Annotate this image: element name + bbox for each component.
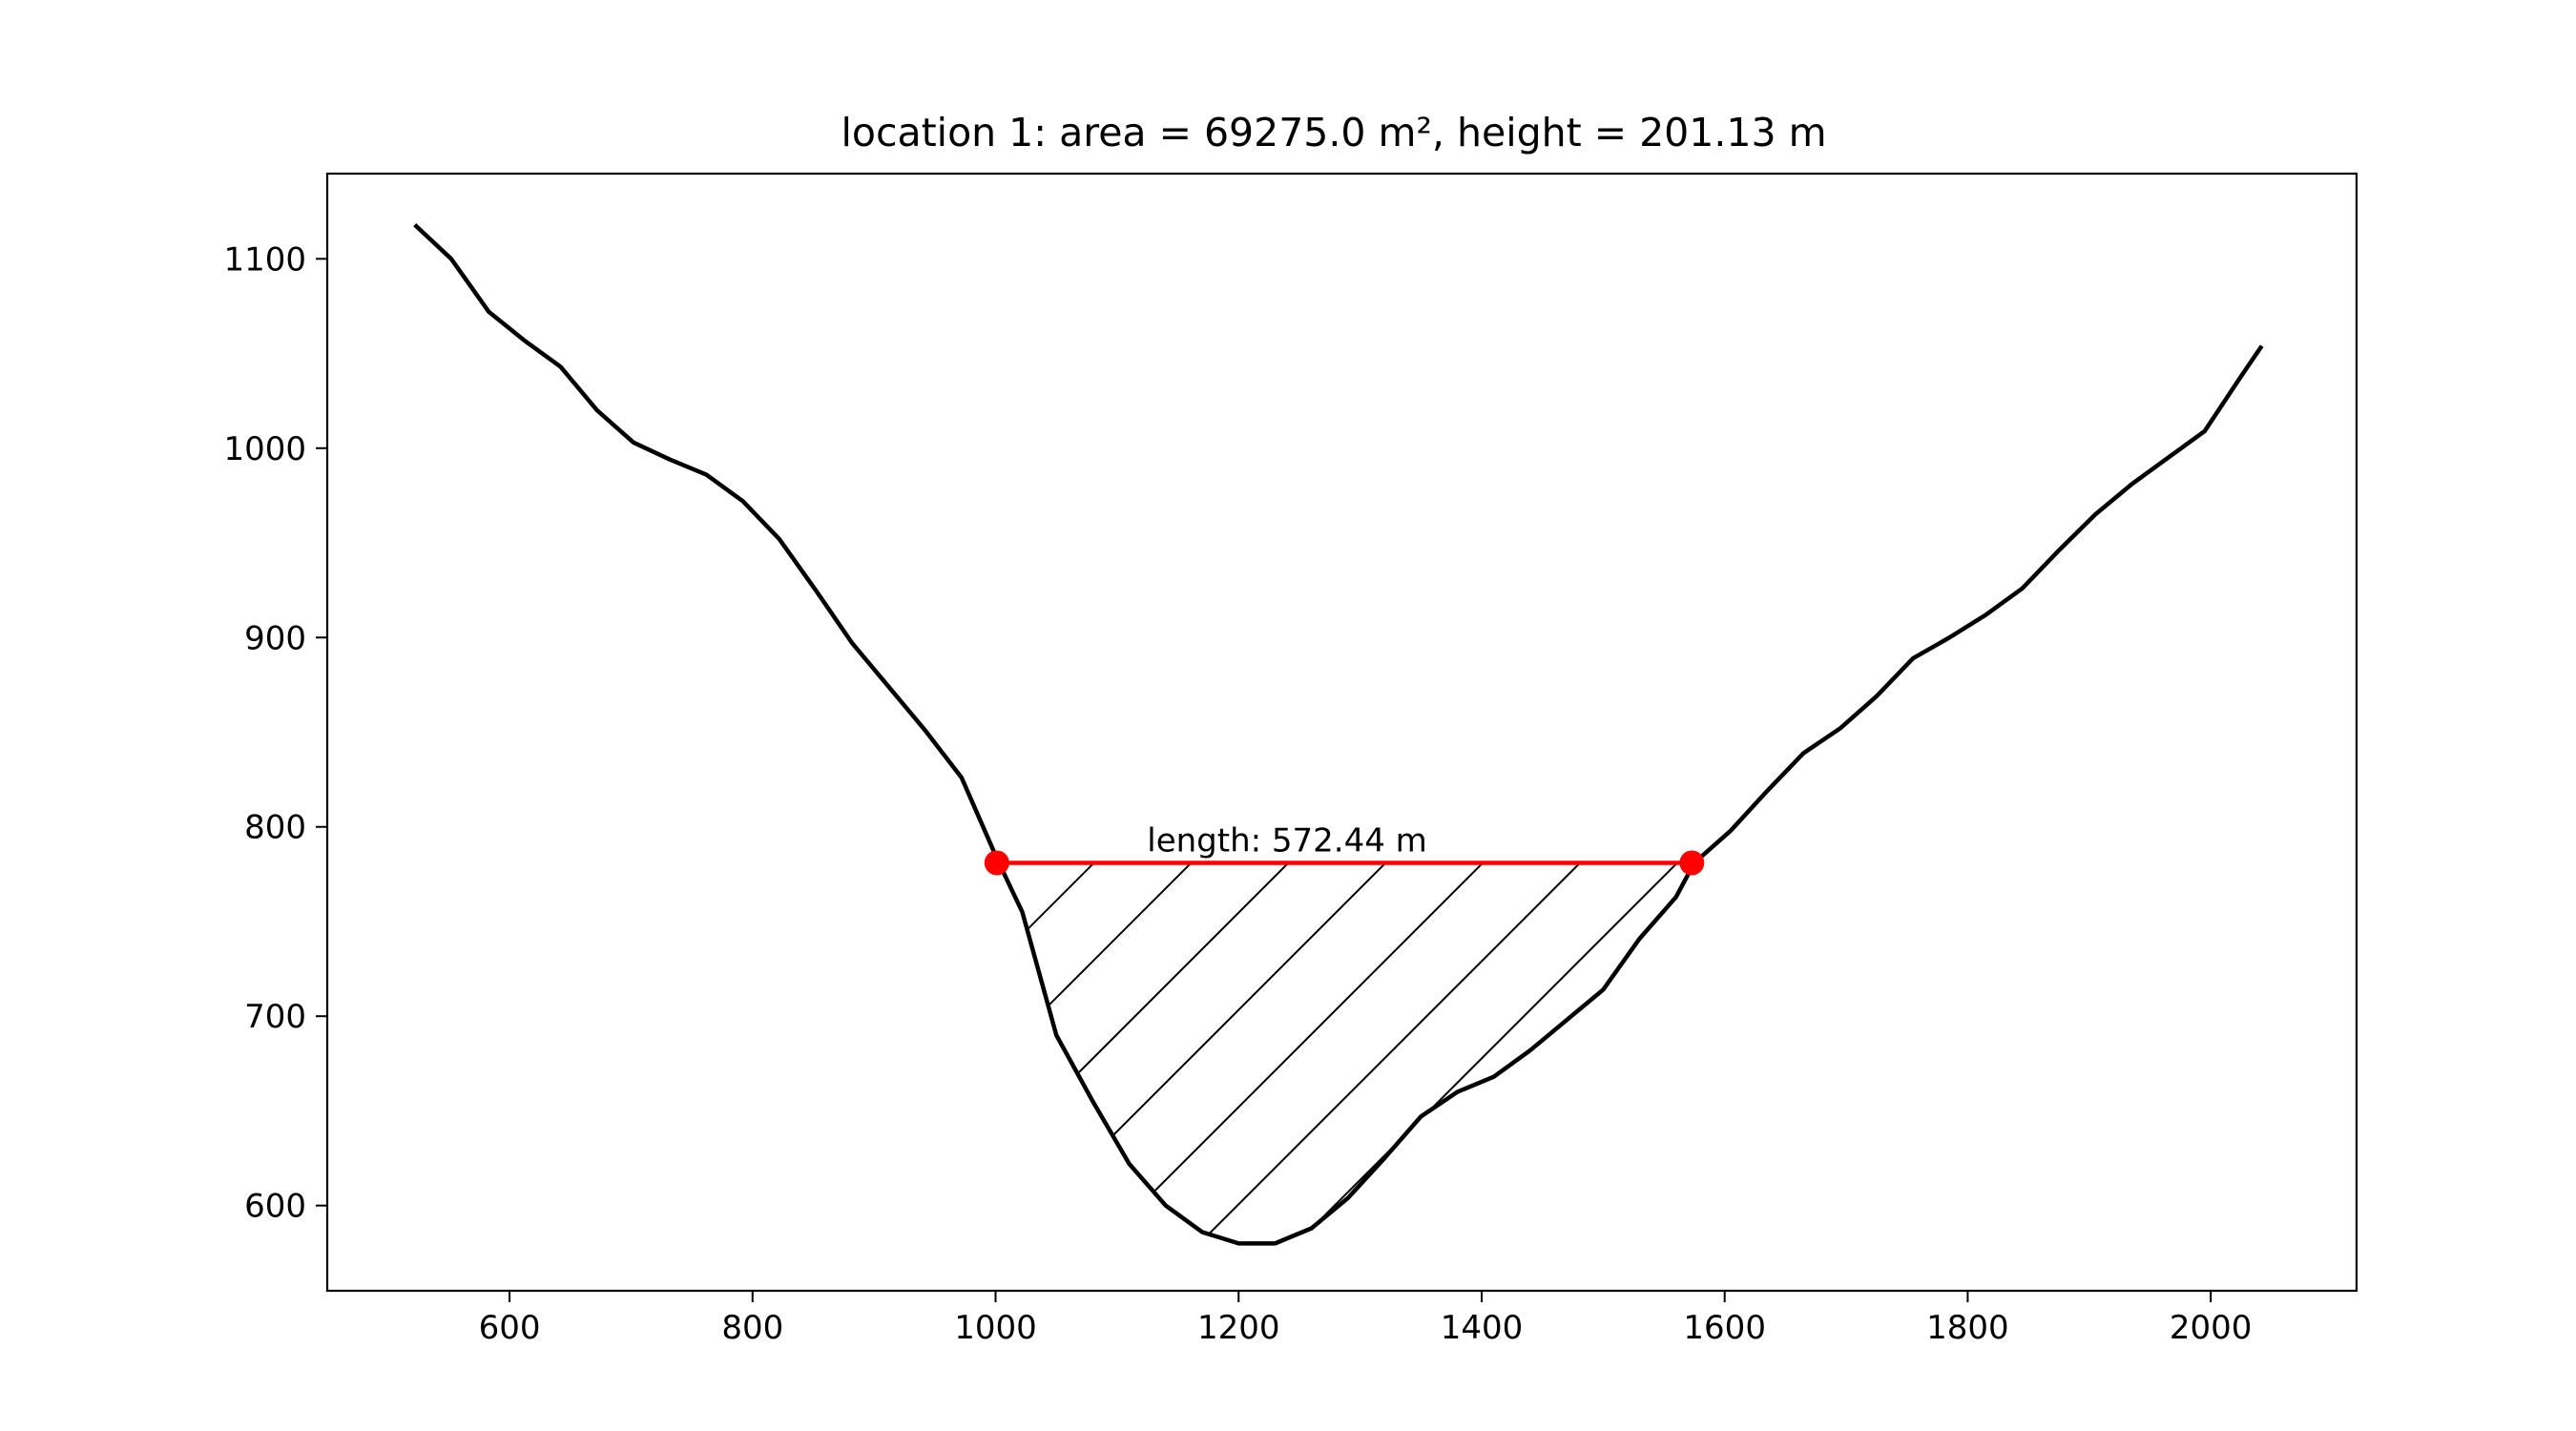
chart-title: location 1: area = 69275.0 m², height = … <box>841 110 1826 156</box>
hatch-line <box>996 861 998 1244</box>
waterline-left-marker <box>984 850 1009 876</box>
hatch-line <box>1647 861 1693 1244</box>
y-tick-label: 900 <box>244 619 306 657</box>
x-tick-label: 2000 <box>2170 1309 2253 1347</box>
x-tick-label: 1400 <box>1441 1309 1524 1347</box>
series-layer <box>413 222 2264 1246</box>
y-tick-label: 1000 <box>223 430 306 468</box>
plot-frame <box>325 172 2358 1293</box>
hatch-line <box>996 861 1290 1244</box>
hatch-line <box>1940 862 2358 1281</box>
x-tick-label: 1000 <box>954 1309 1037 1347</box>
x-tick-label: 800 <box>721 1309 783 1347</box>
hatch-line <box>996 861 1193 1244</box>
hatch-line <box>2037 862 2456 1281</box>
waterline-layer <box>984 850 1705 876</box>
waterline-length-label: length: 572.44 m <box>1147 821 1427 860</box>
axis-ticks: 600 800 1000 1200 1400 1600 1800 2000 600 700 800 9… <box>223 240 2252 1347</box>
y-tick-label: 700 <box>244 998 306 1036</box>
hatch-line <box>996 861 1095 1244</box>
waterline-right-marker <box>1679 850 1705 876</box>
hatch-line <box>1842 862 2261 1281</box>
hatch-line <box>1745 862 2164 1281</box>
y-tick-label: 1100 <box>223 240 306 279</box>
x-tick-label: 1800 <box>1926 1309 2009 1347</box>
x-tick-label: 600 <box>479 1309 541 1347</box>
x-tick-label: 1200 <box>1197 1309 1280 1347</box>
hatch-line <box>1160 861 1581 1244</box>
y-tick-label: 800 <box>244 809 306 847</box>
x-tick-label: 1600 <box>1683 1309 1766 1347</box>
terrain-profile-line <box>413 222 2264 1246</box>
y-tick-label: 600 <box>244 1188 306 1226</box>
hatch-fill <box>996 861 2456 1281</box>
